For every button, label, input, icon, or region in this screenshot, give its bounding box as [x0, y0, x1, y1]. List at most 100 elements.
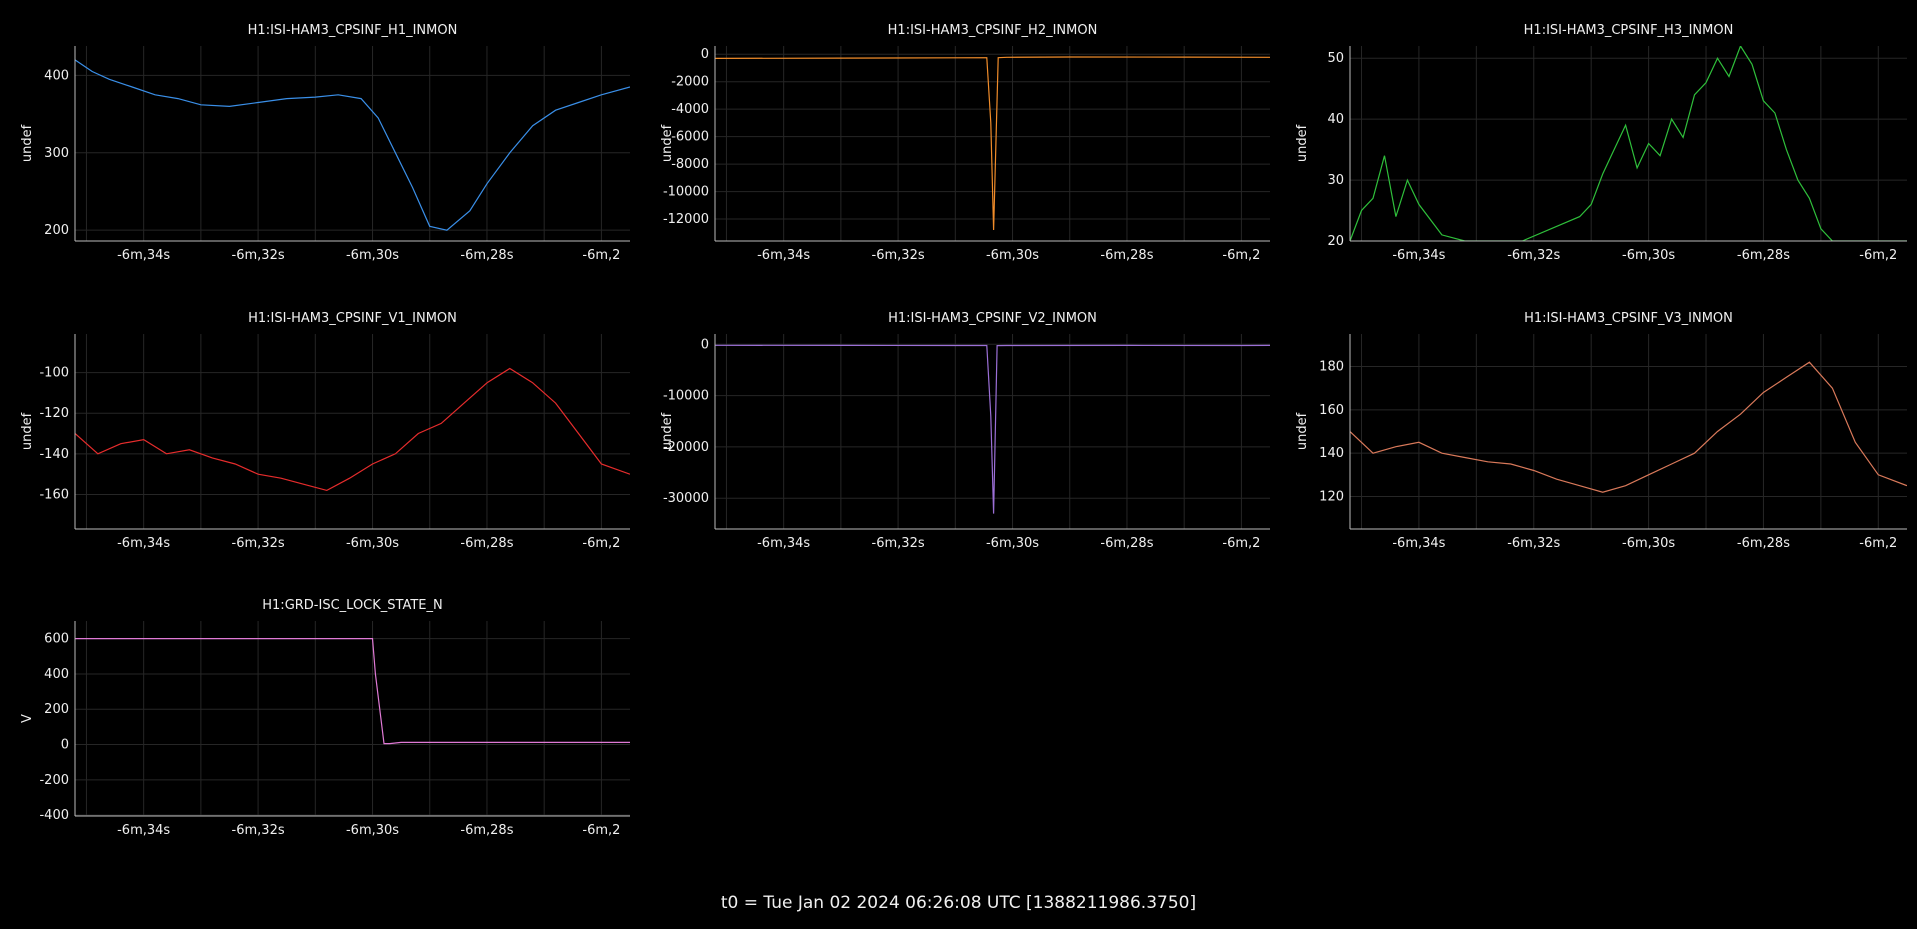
x-tick-label: -6m,32s: [1507, 248, 1560, 263]
y-tick-label: 120: [1319, 490, 1344, 505]
y-axis-label: V: [20, 714, 35, 723]
x-tick-label: -6m,30s: [1622, 536, 1675, 551]
y-tick-label: 200: [44, 223, 69, 238]
x-tick-label: -6m,30s: [1622, 248, 1675, 263]
y-axis-label: undef: [20, 412, 35, 450]
x-tick-label: -6m,32s: [872, 536, 925, 551]
x-tick-label: -6m,34s: [117, 248, 170, 263]
y-tick-label: -100: [39, 366, 69, 381]
x-tick-label: -6m,34s: [1392, 536, 1445, 551]
x-tick-label: -6m,2: [582, 536, 620, 551]
y-tick-label: -30000: [663, 491, 709, 506]
y-tick-label: -140: [39, 447, 69, 462]
x-tick-label: -6m,30s: [986, 248, 1039, 263]
y-tick-label: -2000: [671, 75, 709, 90]
chart-title: H1:ISI-HAM3_CPSINF_H1_INMON: [248, 23, 458, 38]
y-tick-label: 20: [1327, 234, 1344, 249]
y-axis-label: undef: [660, 412, 675, 450]
y-tick-label: 160: [1319, 403, 1344, 418]
y-tick-label: 180: [1319, 360, 1344, 375]
series-line: [75, 367, 630, 492]
series-line: [75, 59, 630, 231]
x-tick-label: -6m,32s: [232, 536, 285, 551]
x-tick-label: -6m,28s: [460, 823, 513, 838]
x-tick-label: -6m,2: [1859, 248, 1897, 263]
time-origin-footer: t0 = Tue Jan 02 2024 06:26:08 UTC [13882…: [720, 893, 1197, 913]
x-tick-label: -6m,30s: [346, 823, 399, 838]
y-axis-label: undef: [1295, 412, 1310, 450]
x-tick-label: -6m,32s: [1507, 536, 1560, 551]
x-tick-label: -6m,2: [1222, 536, 1260, 551]
y-tick-label: 140: [1319, 446, 1344, 461]
series-line: [715, 344, 1270, 514]
y-tick-label: -10000: [663, 389, 709, 404]
chart-title: H1:ISI-HAM3_CPSINF_H2_INMON: [888, 23, 1098, 38]
x-tick-label: -6m,34s: [757, 248, 810, 263]
chart-title: H1:ISI-HAM3_CPSINF_V2_INMON: [888, 311, 1097, 326]
y-tick-label: 600: [44, 632, 69, 647]
x-tick-label: -6m,28s: [1737, 248, 1790, 263]
y-tick-label: 30: [1327, 173, 1344, 188]
y-axis-label: undef: [660, 124, 675, 162]
series-line: [1350, 361, 1907, 493]
x-tick-label: -6m,30s: [346, 536, 399, 551]
y-tick-label: -10000: [663, 185, 709, 200]
y-tick-label: -120: [39, 406, 69, 421]
y-tick-label: -12000: [663, 212, 709, 227]
y-tick-label: -160: [39, 487, 69, 502]
chart-title: H1:ISI-HAM3_CPSINF_H3_INMON: [1524, 23, 1734, 38]
series-line: [1350, 46, 1907, 241]
x-tick-label: -6m,28s: [460, 536, 513, 551]
x-tick-label: -6m,30s: [346, 248, 399, 263]
y-tick-label: -4000: [671, 102, 709, 117]
chart-title: H1:ISI-HAM3_CPSINF_V1_INMON: [248, 311, 457, 326]
y-tick-label: -8000: [671, 157, 709, 172]
x-tick-label: -6m,32s: [872, 248, 925, 263]
x-tick-label: -6m,34s: [757, 536, 810, 551]
x-tick-label: -6m,34s: [117, 823, 170, 838]
y-axis-label: undef: [1295, 124, 1310, 162]
x-tick-label: -6m,2: [582, 823, 620, 838]
y-tick-label: 200: [44, 702, 69, 717]
chart-lock-state: H1:GRD-ISC_LOCK_STATE_N V 600 400 200 0 -200 -4…: [0, 593, 640, 858]
y-tick-label: 50: [1327, 51, 1344, 66]
chart-title: H1:ISI-HAM3_CPSINF_V3_INMON: [1524, 311, 1733, 326]
x-tick-label: -6m,30s: [986, 536, 1039, 551]
x-tick-label: -6m,2: [582, 248, 620, 263]
y-tick-label: 400: [44, 68, 69, 83]
x-tick-label: -6m,32s: [232, 248, 285, 263]
y-tick-label: 400: [44, 667, 69, 682]
x-tick-label: -6m,28s: [1737, 536, 1790, 551]
y-tick-label: 40: [1327, 112, 1344, 127]
x-tick-label: -6m,34s: [1392, 248, 1445, 263]
y-tick-label: 0: [701, 47, 709, 62]
y-tick-label: -20000: [663, 440, 709, 455]
x-tick-label: -6m,32s: [232, 823, 285, 838]
y-axis-label: undef: [20, 124, 35, 162]
y-tick-label: 0: [701, 337, 709, 352]
y-tick-label: -6000: [671, 130, 709, 145]
chart-svg: H1:GRD-ISC_LOCK_STATE_N V 600 400 200 0 -200 -4…: [20, 598, 630, 838]
y-tick-label: 300: [44, 146, 69, 161]
x-tick-label: -6m,28s: [1100, 536, 1153, 551]
series-line: [75, 637, 630, 745]
y-tick-label: -400: [39, 808, 69, 823]
x-tick-label: -6m,28s: [460, 248, 513, 263]
chart-title: H1:GRD-ISC_LOCK_STATE_N: [262, 598, 442, 613]
x-tick-label: -6m,2: [1859, 536, 1897, 551]
x-tick-label: -6m,2: [1222, 248, 1260, 263]
series-line: [715, 56, 1270, 231]
x-tick-label: -6m,34s: [117, 536, 170, 551]
